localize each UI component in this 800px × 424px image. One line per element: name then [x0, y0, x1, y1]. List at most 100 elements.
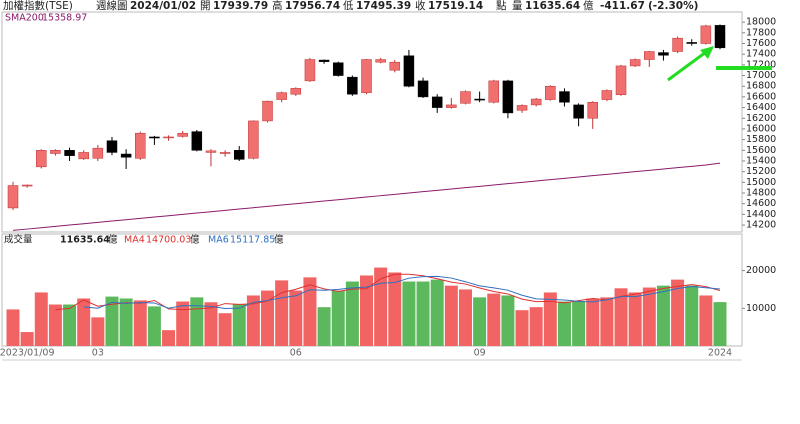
- candle-body: [50, 150, 61, 154]
- y-tick-label: 15600: [746, 145, 776, 156]
- candle-body: [375, 59, 386, 63]
- low: 17495.39: [356, 0, 411, 12]
- candle-body: [318, 59, 330, 62]
- low-label: 低: [343, 0, 354, 12]
- volume-bar: [345, 281, 359, 346]
- candle-body: [686, 42, 697, 44]
- volume-bar: [232, 304, 246, 346]
- volume-bar: [572, 301, 586, 346]
- volume-bar: [473, 297, 487, 346]
- volume-bar: [6, 309, 20, 346]
- candle-body: [700, 25, 712, 44]
- candle-body: [545, 85, 556, 100]
- open-label: 開: [200, 0, 211, 12]
- volume-unit: 億: [108, 234, 118, 246]
- y-tick-label: 14400: [746, 209, 776, 220]
- volume-bar: [105, 296, 119, 346]
- candle-body: [516, 105, 528, 111]
- volume-bar: [218, 313, 232, 346]
- volume-bar: [331, 290, 345, 346]
- volume-bar: [34, 292, 48, 346]
- ma4-unit: 億: [190, 234, 200, 246]
- volume-bar: [614, 288, 628, 346]
- y-tick-label: 15400: [746, 155, 776, 166]
- volume-name: 成交量: [4, 234, 33, 246]
- candle-body: [361, 59, 372, 93]
- candle-body: [488, 80, 500, 103]
- x-tick-label: 2024: [708, 348, 732, 359]
- candle-body: [120, 153, 132, 158]
- x-tick-label: 03: [92, 348, 104, 359]
- volume-label: 量: [512, 0, 523, 12]
- line: [12, 162, 721, 231]
- y-tick-label: 14600: [746, 198, 776, 209]
- volume-bar: [374, 267, 388, 346]
- ma6-name: MA6: [208, 235, 229, 246]
- volume-bar: [289, 290, 303, 346]
- volume-bar: [543, 292, 557, 346]
- candle-body: [177, 132, 188, 137]
- candle-body: [233, 150, 245, 160]
- volume-bar: [317, 307, 331, 346]
- candle-body: [431, 96, 443, 108]
- volume-bar: [713, 302, 727, 346]
- candle-body: [714, 25, 726, 49]
- y-tick-label: 16600: [746, 91, 776, 102]
- close: 17519.14: [428, 0, 483, 12]
- volume-unit: 億: [583, 0, 594, 12]
- candle-body: [276, 92, 287, 100]
- candle-body: [262, 100, 273, 122]
- volume-bar: [204, 302, 218, 346]
- y-tick-label: 17600: [746, 38, 776, 49]
- y-tick-label: 17200: [746, 59, 776, 70]
- y-tick-label: 10000: [746, 303, 776, 314]
- candle-body: [7, 185, 19, 209]
- volume-bar: [133, 300, 147, 346]
- close-label: 收: [415, 0, 426, 12]
- volume-bar: [402, 281, 416, 346]
- candle-body: [601, 90, 613, 100]
- volume-bar: [444, 285, 458, 346]
- sma-value: 15358.97: [42, 13, 87, 24]
- volume-bar: [48, 304, 62, 346]
- date: 2024/01/02: [130, 0, 196, 12]
- candle-body: [149, 136, 160, 139]
- candle-body: [191, 131, 203, 151]
- y-tick-label: 16800: [746, 81, 776, 92]
- volume-bar: [458, 289, 472, 346]
- candle-body: [163, 136, 174, 139]
- volume-bar: [671, 279, 685, 346]
- candle-body: [530, 98, 542, 106]
- header: 加權指數(TSE) 週線圖 2024/01/02 開 17939.79 高 17…: [3, 0, 698, 12]
- candle-body: [219, 152, 231, 154]
- ma4-name: MA4: [124, 235, 145, 246]
- candle-body: [460, 91, 471, 104]
- volume-bar: [147, 306, 161, 346]
- volume-bar: [656, 285, 670, 346]
- candle-body: [474, 98, 485, 101]
- open: 17939.79: [213, 0, 268, 12]
- unit: 點: [496, 0, 507, 12]
- x-tick-label: 2023/01/09: [0, 348, 55, 359]
- volume-bar: [20, 332, 34, 346]
- volume-bar: [515, 310, 529, 346]
- candle-body: [304, 59, 316, 82]
- volume: 11635.64: [525, 0, 580, 12]
- price-panel: [1, 11, 743, 233]
- volume-bar: [529, 307, 543, 346]
- volume-bar: [642, 287, 656, 346]
- ma6-unit: 億: [274, 234, 284, 246]
- volume-bar: [487, 293, 501, 346]
- y-tick-label: 16400: [746, 102, 776, 113]
- candle-body: [248, 120, 259, 159]
- volume-bar: [261, 290, 275, 346]
- candle-body: [672, 37, 683, 52]
- candle-body: [36, 150, 47, 168]
- candle-body: [446, 104, 457, 108]
- volume-bar: [360, 275, 373, 346]
- y-tick-label: 15800: [746, 134, 776, 145]
- candle-body: [629, 59, 641, 67]
- candle-body: [417, 80, 429, 98]
- change: -411.67: [600, 0, 645, 12]
